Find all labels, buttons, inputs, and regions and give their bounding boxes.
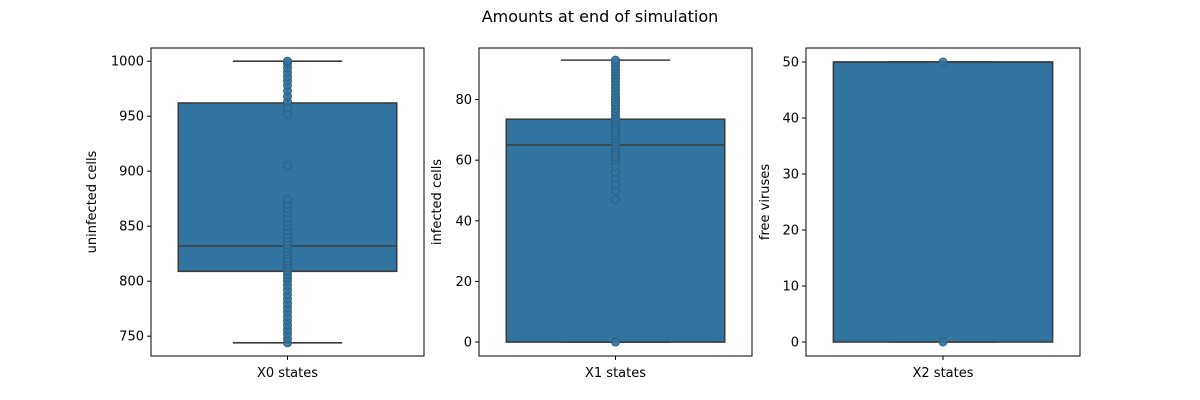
y-tick-label: 20 — [782, 224, 799, 239]
data-point — [611, 337, 620, 347]
y-tick-label: 10 — [782, 280, 799, 295]
y-tick-label: 60 — [455, 154, 472, 169]
y-tick-label: 80 — [455, 93, 472, 108]
y-tick-label: 40 — [782, 112, 799, 127]
y-axis-label: free viruses — [758, 164, 773, 240]
y-tick-label: 40 — [455, 214, 472, 229]
y-tick-label: 0 — [791, 336, 799, 351]
y-tick-label: 20 — [455, 275, 472, 290]
y-tick-label: 0 — [464, 336, 472, 351]
data-point — [611, 195, 620, 205]
figure-title: Amounts at end of simulation — [482, 7, 719, 26]
x-tick-label: X1 states — [585, 366, 646, 381]
y-tick-label: 50 — [782, 56, 799, 71]
subplot-1: 750 800 850 900 950 1000 X0 states uninfected c… — [85, 47, 425, 381]
x-tick-label: X0 states — [257, 366, 318, 381]
y-tick-label: 30 — [782, 168, 799, 183]
data-point — [938, 337, 948, 347]
subplot-2: 0 20 40 60 80 X1 states infected cells — [430, 47, 753, 381]
y-axis-label: uninfected cells — [85, 150, 100, 253]
y-tick-label: 1000 — [111, 55, 144, 70]
data-point — [938, 57, 948, 67]
subplot-3: 0 10 20 30 40 50 X2 states free viruses — [758, 47, 1081, 381]
box-iqr — [832, 61, 1054, 343]
data-point — [611, 55, 620, 65]
data-point — [283, 56, 292, 66]
y-tick-label: 950 — [119, 110, 144, 125]
x-tick-label: X2 states — [912, 366, 973, 381]
y-tick-label: 900 — [119, 165, 144, 180]
data-point — [283, 195, 292, 205]
y-tick-label: 850 — [119, 220, 144, 235]
y-tick-label: 750 — [119, 330, 144, 345]
y-axis-label: infected cells — [430, 159, 445, 245]
data-point — [283, 161, 292, 171]
y-tick-label: 800 — [119, 275, 144, 290]
